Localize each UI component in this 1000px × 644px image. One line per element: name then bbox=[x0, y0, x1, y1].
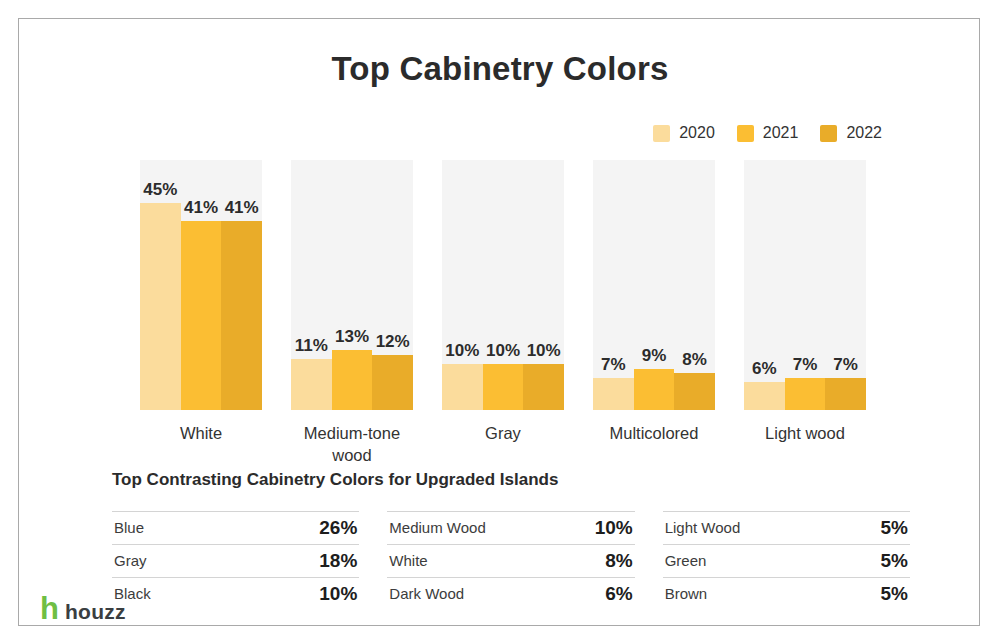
bar-value-2022-medium-tone-wood: 12% bbox=[376, 332, 410, 352]
bar-2022-multicolored bbox=[674, 373, 715, 410]
legend-item-2020: 2020 bbox=[653, 124, 715, 142]
bar-value-2021-medium-tone-wood: 13% bbox=[335, 327, 369, 347]
category-label-medium-tone-wood: Medium-tone wood bbox=[291, 422, 413, 467]
legend-label: 2021 bbox=[763, 124, 799, 142]
row-value: 10% bbox=[319, 583, 357, 605]
table-row-gray: Gray 18% bbox=[112, 544, 359, 577]
row-label: White bbox=[389, 552, 427, 569]
bar-2021-multicolored bbox=[634, 369, 675, 410]
bars-group-light-wood bbox=[744, 378, 866, 410]
row-label: Medium Wood bbox=[389, 519, 485, 536]
bar-2022-medium-tone-wood bbox=[372, 355, 413, 410]
table-title: Top Contrasting Cabinetry Colors for Upg… bbox=[112, 470, 558, 490]
bars-group-white bbox=[140, 203, 262, 410]
legend-item-2022: 2022 bbox=[820, 124, 882, 142]
houzz-logo-icon: h bbox=[40, 597, 59, 622]
bar-value-2020-light-wood: 6% bbox=[752, 359, 777, 379]
bar-value-2022-light-wood: 7% bbox=[833, 355, 858, 375]
bar-chart: 45%41%41%11%13%12%10%10%10%7%9%8%6%7%7% bbox=[140, 160, 866, 410]
table-row-green: Green 5% bbox=[663, 544, 910, 577]
table-row-black: Black10% bbox=[112, 577, 359, 610]
houzz-logo-text: houzz bbox=[65, 602, 126, 622]
chart-column-multicolored: 7%9%8% bbox=[593, 160, 715, 410]
bars-group-gray bbox=[442, 364, 564, 410]
table-row-dark-wood: Dark Wood 6% bbox=[387, 577, 634, 610]
row-value: 18% bbox=[319, 550, 357, 572]
row-value: 26% bbox=[319, 517, 357, 539]
bar-2021-gray bbox=[483, 364, 524, 410]
row-value: 5% bbox=[881, 550, 908, 572]
legend-label: 2020 bbox=[679, 124, 715, 142]
table-row-light-wood: Light Wood 5% bbox=[663, 511, 910, 544]
row-label: Light Wood bbox=[665, 519, 741, 536]
bar-2020-gray bbox=[442, 364, 483, 410]
page-title: Top Cabinetry Colors bbox=[0, 50, 1000, 88]
category-label-white: White bbox=[140, 422, 262, 467]
row-value: 6% bbox=[605, 583, 632, 605]
bar-2022-gray bbox=[523, 364, 564, 410]
chart-column-light-wood: 6% 7% 7% bbox=[744, 160, 866, 410]
stats-table: Blue 26% Gray 18% Black10% Medium Wood 10% Whit… bbox=[112, 511, 910, 610]
bar-2021-light-wood bbox=[785, 378, 826, 410]
chart-column-medium-tone-wood: 11%13%12% bbox=[291, 160, 413, 410]
row-label: Brown bbox=[665, 585, 708, 602]
bar-value-2020-gray: 10% bbox=[445, 341, 479, 361]
bar-2020-light-wood bbox=[744, 382, 785, 410]
bar-2020-medium-tone-wood bbox=[291, 359, 332, 410]
chart-column-gray: 10% 10% 10% bbox=[442, 160, 564, 410]
row-label: Green bbox=[665, 552, 707, 569]
legend-swatch-2022 bbox=[820, 125, 837, 142]
row-value: 8% bbox=[605, 550, 632, 572]
legend-label: 2022 bbox=[846, 124, 882, 142]
category-label-light-wood: Light wood bbox=[744, 422, 866, 467]
bar-value-2020-white: 45% bbox=[143, 180, 177, 200]
table-column-3: Light Wood 5% Green 5% Brown 5% bbox=[663, 511, 910, 610]
table-column-1: Blue 26% Gray 18% Black10% bbox=[112, 511, 359, 610]
row-value: 5% bbox=[881, 583, 908, 605]
bar-2022-white bbox=[221, 221, 262, 410]
legend-item-2021: 2021 bbox=[737, 124, 799, 142]
bars-group-multicolored bbox=[593, 369, 715, 410]
bar-2020-white bbox=[140, 203, 181, 410]
bar-value-2021-gray: 10% bbox=[486, 341, 520, 361]
table-row-medium-wood: Medium Wood 10% bbox=[387, 511, 634, 544]
bars-group-medium-tone-wood bbox=[291, 350, 413, 410]
row-label: Gray bbox=[114, 552, 147, 569]
category-axis: White Medium-tone wood Gray Multicolored Lig… bbox=[140, 422, 866, 467]
table-row-blue: Blue 26% bbox=[112, 511, 359, 544]
bar-2020-multicolored bbox=[593, 378, 634, 410]
bar-value-2022-gray: 10% bbox=[527, 341, 561, 361]
chart-column-white: 45%41%41% bbox=[140, 160, 262, 410]
legend-swatch-2021 bbox=[737, 125, 754, 142]
bar-2022-light-wood bbox=[825, 378, 866, 410]
bar-2021-white bbox=[181, 221, 222, 410]
bar-value-2022-multicolored: 8% bbox=[682, 350, 707, 370]
houzz-logo: h houzz bbox=[40, 597, 126, 622]
infographic-canvas: Top Cabinetry Colors 2020 2021 2022 45%41%… bbox=[0, 0, 1000, 644]
category-label-multicolored: Multicolored bbox=[593, 422, 715, 467]
bar-2021-medium-tone-wood bbox=[332, 350, 373, 410]
row-value: 5% bbox=[881, 517, 908, 539]
row-label: Blue bbox=[114, 519, 144, 536]
table-row-white: White 8% bbox=[387, 544, 634, 577]
table-row-brown: Brown 5% bbox=[663, 577, 910, 610]
bar-value-2021-light-wood: 7% bbox=[793, 355, 818, 375]
legend-swatch-2020 bbox=[653, 125, 670, 142]
row-label: Dark Wood bbox=[389, 585, 464, 602]
table-column-2: Medium Wood 10% White 8% Dark Wood 6% bbox=[387, 511, 634, 610]
bar-value-2021-multicolored: 9% bbox=[642, 346, 667, 366]
category-label-gray: Gray bbox=[442, 422, 564, 467]
row-value: 10% bbox=[595, 517, 633, 539]
chart-legend: 2020 2021 2022 bbox=[653, 124, 882, 142]
